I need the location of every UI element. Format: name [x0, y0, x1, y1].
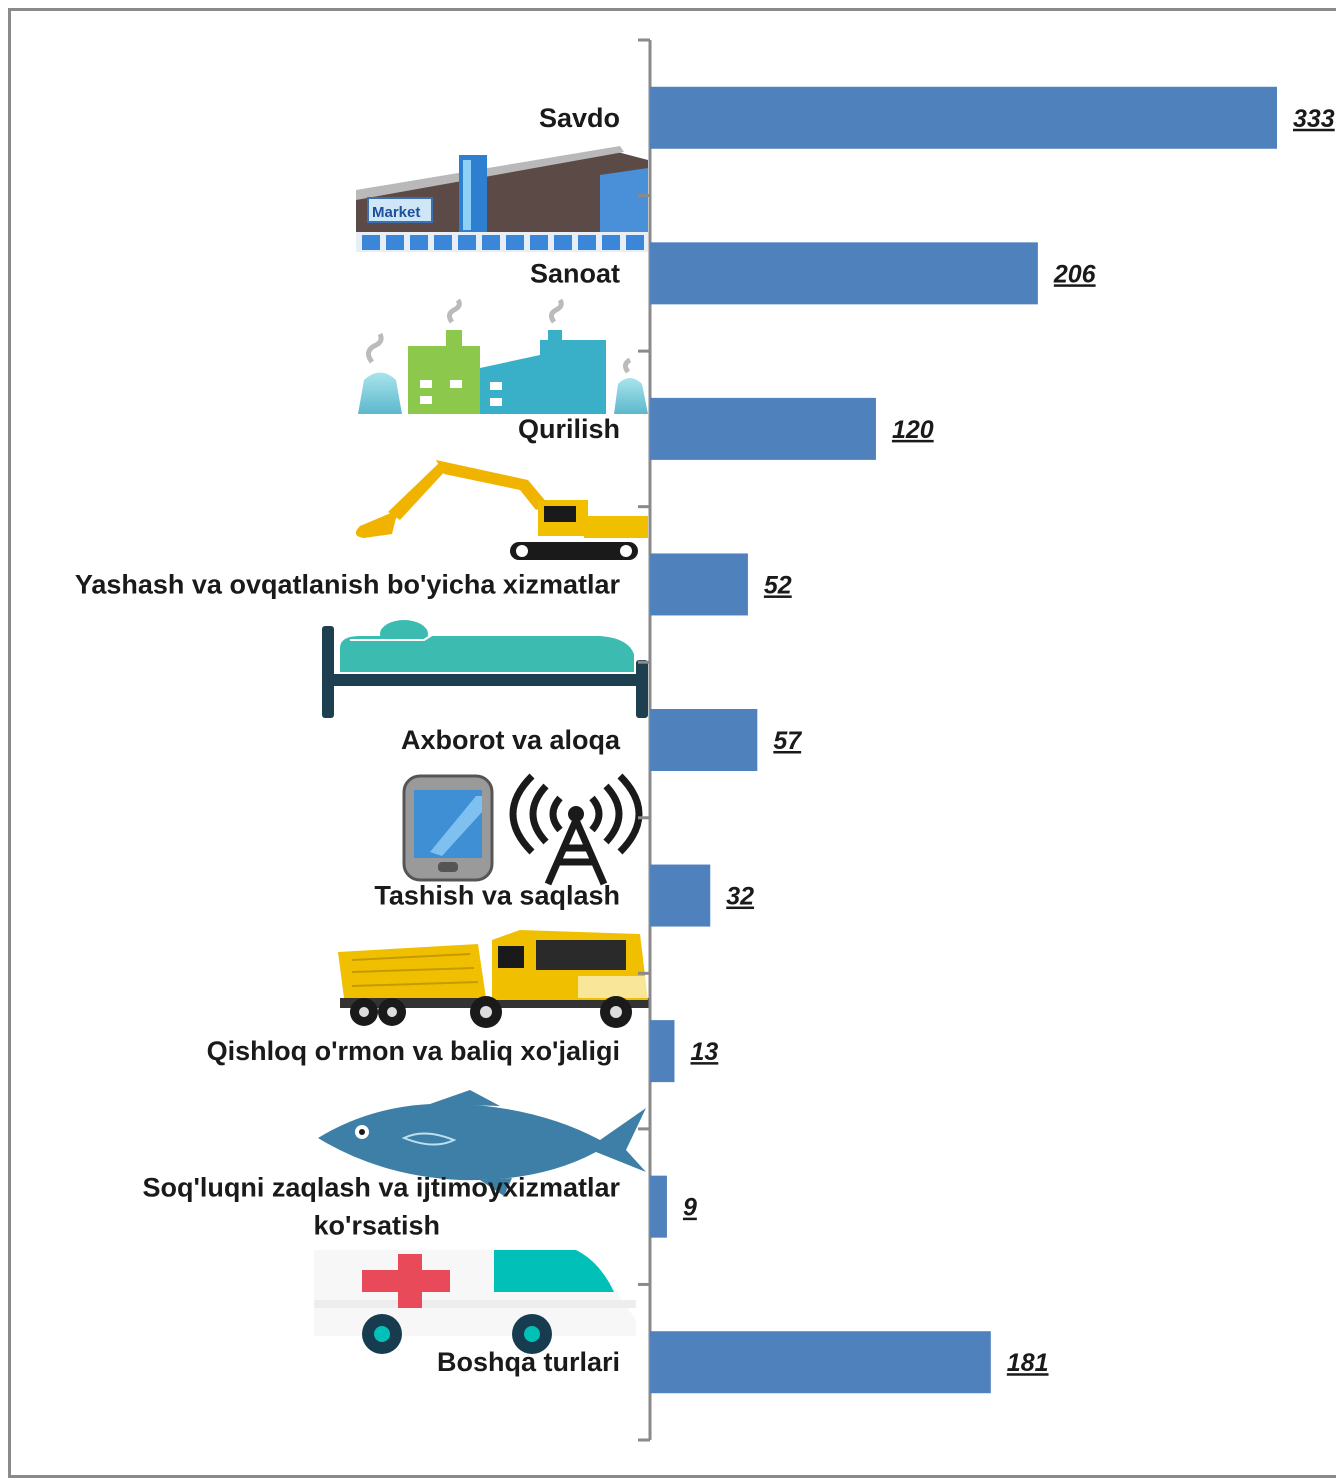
category-label-6: Qishloq o'rmon va baliq xo'jaligi	[207, 1036, 620, 1066]
value-labels: 333 206 120 52 57 32 13 9 181	[683, 105, 1335, 1377]
value-label-5: 32	[726, 883, 754, 911]
value-label-4: 57	[773, 727, 802, 755]
category-label-2: Qurilish	[518, 414, 620, 444]
factory-icon	[358, 298, 648, 414]
bar-2	[650, 397, 876, 460]
category-label-1: Sanoat	[530, 258, 620, 288]
bar-6	[650, 1020, 675, 1083]
bar-4	[650, 709, 758, 771]
category-labels: Savdo Sanoat Qurilish Yashash va ovqatlanis…	[75, 103, 621, 1377]
axis-ticks	[638, 38, 650, 1442]
value-label-1: 206	[1053, 260, 1097, 288]
excavator-icon	[355, 460, 648, 560]
category-label-8: Boshqa turlari	[437, 1347, 620, 1377]
dump-truck-icon	[338, 930, 650, 1028]
bar-3	[650, 553, 748, 616]
category-label-0: Savdo	[539, 103, 620, 133]
market-building-icon: Market	[356, 146, 648, 252]
bars	[650, 86, 1277, 1394]
bed-icon	[322, 620, 648, 718]
value-label-7: 9	[683, 1194, 697, 1222]
bar-1	[650, 242, 1038, 305]
value-label-8: 181	[1007, 1349, 1049, 1377]
phone-and-antenna-icon	[402, 773, 643, 886]
bar-0	[650, 86, 1277, 149]
category-label-5: Tashish va saqlash	[374, 881, 620, 911]
category-label-3: Yashash va ovqatlanish bo'yicha xizmatla…	[75, 569, 621, 599]
bar-8	[650, 1331, 991, 1394]
value-label-2: 120	[892, 416, 934, 444]
fish-icon	[318, 1090, 646, 1196]
value-label-0: 333	[1293, 105, 1335, 133]
bar-7	[650, 1175, 667, 1238]
category-label-7: Soq'luqni zaqlash va ijtimoyxizmatlar ko'…	[142, 1173, 620, 1241]
market-sign: Market	[372, 204, 420, 221]
value-label-3: 52	[764, 571, 792, 599]
value-label-6: 13	[690, 1038, 718, 1066]
category-label-4: Axborot va aloqa	[401, 725, 621, 755]
bar-5	[650, 864, 711, 927]
ambulance-icon	[314, 1250, 636, 1354]
